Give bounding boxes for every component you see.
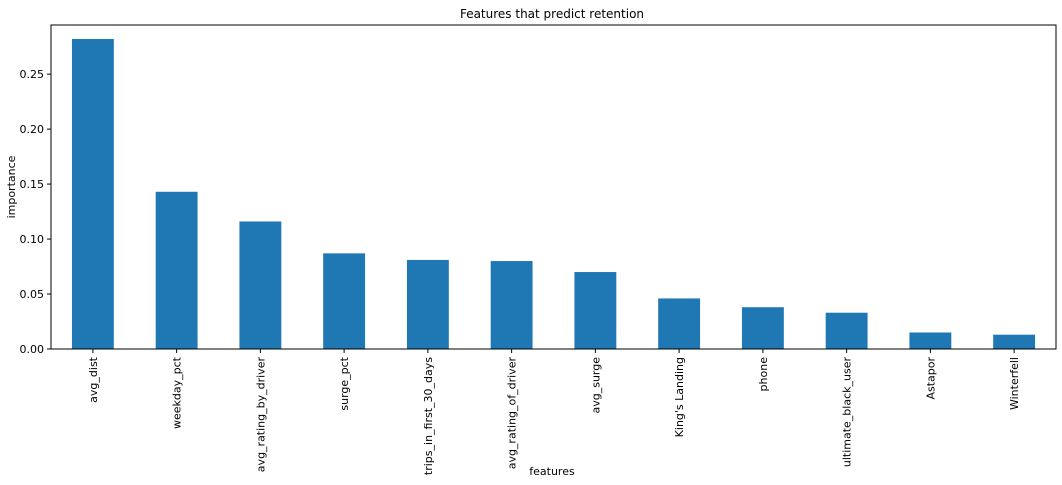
bars-group [71, 38, 1036, 350]
bar-surge-pct [323, 253, 366, 349]
x-tick-label: surge_pct [338, 356, 351, 410]
y-tick-label: 0.05 [20, 288, 45, 301]
x-tick-label: trips_in_first_30_days [422, 357, 435, 475]
x-tick-label: phone [757, 357, 770, 392]
x-tick-label: ultimate_black_user [841, 357, 854, 468]
chart-title: Features that predict retention [460, 7, 644, 21]
bar-astapor [909, 332, 952, 349]
x-axis: avg_dist weekday_pct avg_rating_by_driver s… [87, 349, 1021, 475]
y-tick-label: 0.20 [20, 123, 45, 136]
y-axis: 0.00 0.05 0.10 0.15 0.20 0.25 [20, 68, 51, 356]
bar-avg-rating-of-driver [490, 261, 533, 349]
y-tick-label: 0.25 [20, 68, 45, 81]
y-tick-label: 0.10 [20, 233, 45, 246]
x-tick-label: Winterfell [1008, 357, 1021, 410]
bar-avg-rating-by-driver [239, 221, 282, 349]
y-tick-label: 0.00 [20, 343, 45, 356]
bar-weekday-pct [155, 191, 198, 349]
bar-winterfell [993, 334, 1036, 349]
x-tick-label: Astapor [924, 357, 937, 400]
x-tick-label: King's Landing [673, 357, 686, 437]
x-axis-label: features [529, 465, 575, 478]
x-tick-label: avg_surge [589, 357, 602, 414]
x-tick-label: avg_dist [87, 356, 100, 403]
x-tick-label: avg_rating_of_driver [506, 357, 519, 470]
bar-trips-in-first-30-days [406, 259, 449, 349]
bar-king-s-landing [658, 298, 701, 349]
bar-avg-dist [71, 38, 114, 350]
x-tick-label: avg_rating_by_driver [254, 357, 267, 473]
plot-frame [50, 24, 1057, 350]
y-axis-label: importance [5, 155, 18, 218]
bar-avg-surge [574, 272, 617, 349]
bar-phone [741, 307, 784, 349]
x-tick-label: weekday_pct [171, 356, 184, 429]
y-tick-label: 0.15 [20, 178, 45, 191]
bar-ultimate-black-user [825, 312, 868, 349]
